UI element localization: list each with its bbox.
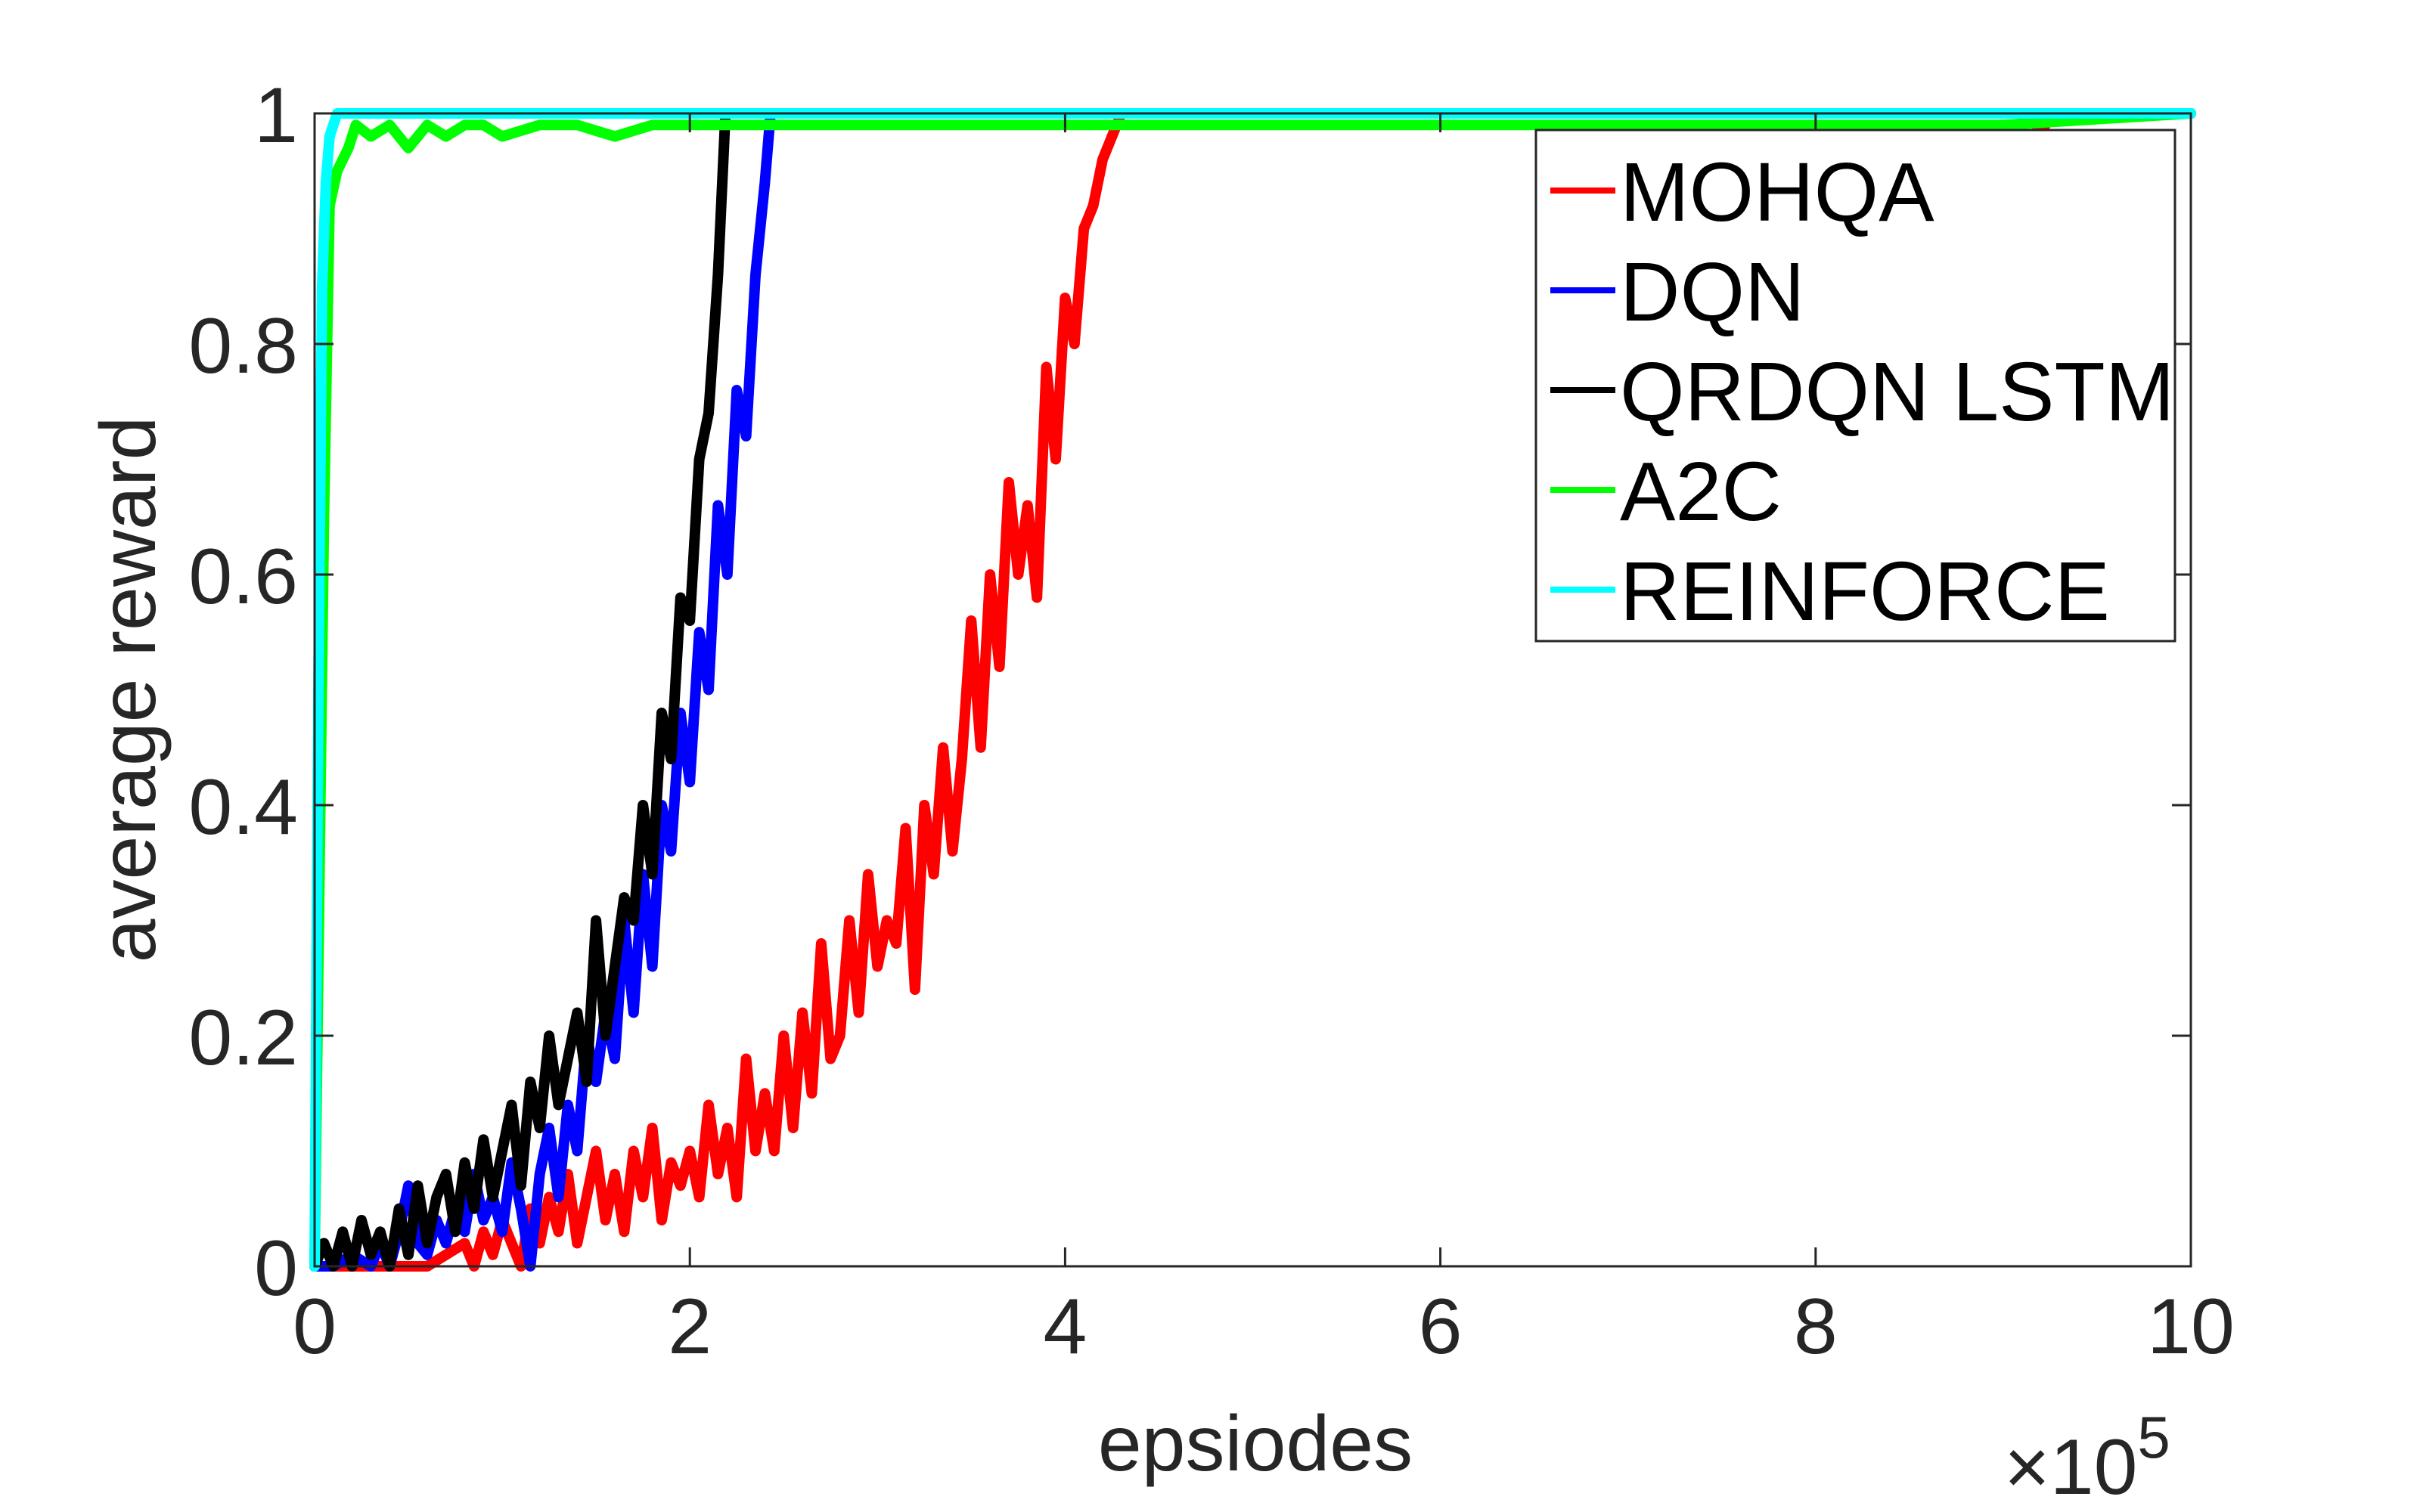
legend-item-qrdqn-lstm: QRDQN LSTM	[1550, 345, 2174, 438]
legend-label: DQN	[1620, 246, 1804, 339]
legend-item-reinforce: REINFORCE	[1550, 545, 2110, 638]
axes-box	[313, 112, 2192, 1268]
y-axis-label: average reward	[85, 417, 172, 963]
y-tick-label: 0.4	[188, 764, 298, 851]
x-multiplier-exponent: 5	[2137, 1404, 2170, 1470]
x-multiplier-base: ×10	[2004, 1424, 2137, 1511]
y-tick-label: 1	[254, 72, 298, 160]
x-tick-labels: 0 2 4 6 8 10	[293, 1283, 2235, 1371]
legend-item-mohqa: MOHQA	[1550, 146, 1934, 239]
y-tick-label: 0.2	[188, 994, 298, 1082]
series-layer	[309, 108, 2196, 1272]
x-tick-label: 8	[1794, 1283, 1838, 1371]
legend-label: QRDQN LSTM	[1620, 345, 2174, 438]
legend-label: MOHQA	[1620, 146, 1934, 239]
x-tick-label: 4	[1043, 1283, 1087, 1371]
legend-label: A2C	[1620, 445, 1782, 538]
x-tick-label: 10	[2147, 1283, 2235, 1371]
legend-item-a2c: A2C	[1550, 445, 1782, 538]
y-tick-label: 0.8	[188, 302, 298, 390]
legend-item-dqn: DQN	[1550, 246, 1804, 339]
y-tick-label: 0.6	[188, 533, 298, 621]
x-multiplier: ×105	[2004, 1404, 2170, 1511]
series-line-a2c	[309, 108, 2196, 1272]
x-tick-label: 0	[293, 1283, 337, 1371]
x-tick-label: 6	[1419, 1283, 1463, 1371]
tick-layer	[313, 112, 2192, 1268]
legend-label: REINFORCE	[1620, 545, 2110, 638]
series-line-mohqa	[309, 108, 2196, 1272]
x-axis-label: epsiodes	[1098, 1400, 1413, 1488]
y-tick-label: 0	[254, 1225, 298, 1312]
series-line-qrdqn-lstm	[309, 108, 2196, 1272]
legend-box	[1534, 129, 2176, 643]
x-tick-label: 2	[668, 1283, 712, 1371]
y-tick-labels: 0 0.2 0.4 0.6 0.8 1	[188, 72, 298, 1312]
